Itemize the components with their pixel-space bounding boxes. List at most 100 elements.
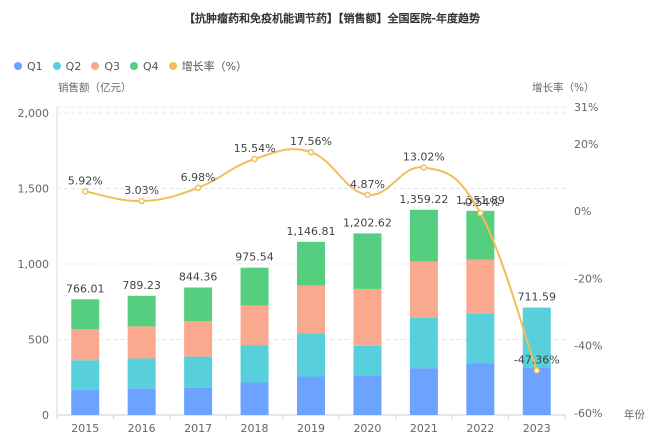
bar-q2-2021 [409,317,438,369]
bar-q3-2020 [353,288,382,346]
y2-tick-label: 20% [574,138,598,151]
x-tick-label: 2023 [523,422,551,435]
growth-rate-label: 13.02% [403,150,445,163]
y-tick-label: 500 [28,334,49,347]
legend-label-q4: Q4 [143,59,159,73]
y-tick-label: 2,000 [18,107,50,120]
legend-label-q1: Q1 [27,59,43,73]
y-tick-label: 1,000 [18,258,50,271]
bar-q3-2021 [409,261,438,318]
bar-total-label: 766.01 [66,282,105,295]
bar-q4-2022 [466,210,495,260]
growth-rate-point [194,184,202,192]
legend: Q1 Q2 Q3 Q4 增长率（%） [14,58,257,74]
x-tick-label: 2015 [71,422,99,435]
bar-q1-2017 [184,387,213,415]
growth-rate-point [138,197,145,205]
growth-rate-label: 6.98% [181,171,216,184]
bar-q2-2019 [297,333,325,377]
bar-q2-2015 [71,360,100,390]
chart-title: 【抗肿瘤药和免疫机能调节药】【销售额】全国医院-年度趋势 [183,12,481,25]
bar-q4-2021 [409,209,438,262]
x-tick-label: 2017 [184,422,212,435]
legend-label-growth: 增长率（%） [181,60,248,73]
bar-q1-2015 [71,389,100,415]
bar-q2-2020 [353,345,382,376]
growth-rate-label: 5.92% [68,174,103,187]
bar-q1-2016 [127,388,156,415]
bar-q2-2016 [127,358,156,389]
x-tick-label: 2020 [353,422,381,435]
legend-label-q3: Q3 [104,59,121,73]
legend-item-q1[interactable]: Q1 [14,60,43,73]
y-axis-name: 销售额（亿元） [58,82,132,94]
growth-rate-point [533,367,541,374]
y2-tick-label: 31% [574,101,598,114]
y2-axis-name: 增长率（%） [532,82,595,94]
bar-q2-2022 [466,313,495,364]
bar-q4-2015 [71,299,100,330]
bar-q1-2020 [353,375,382,415]
growth-rate-point [364,191,371,199]
bar-total-label: 1,202.62 [343,216,392,229]
y-tick-label: 1,500 [18,183,50,196]
bar-q2-2023 [522,307,551,368]
legend-dot-q3 [91,62,100,70]
bar-total-label: 1,146.81 [287,225,336,238]
growth-rate-point [307,148,315,156]
bar-q3-2022 [466,259,495,314]
y2-tick-label: -60% [574,407,602,420]
legend-item-q2[interactable]: Q2 [52,59,82,73]
bar-q1-2021 [409,368,438,415]
growth-rate-point [251,155,258,163]
growth-rate-point [477,209,484,217]
growth-rate-label: -0.54% [461,196,500,209]
bar-q4-2019 [297,241,325,286]
legend-item-q3[interactable]: Q3 [91,60,120,73]
legend-label-q2: Q2 [65,59,82,73]
bar-q1-2019 [297,376,325,415]
bar-total-label: 975.54 [235,251,274,264]
legend-item-q4[interactable]: Q4 [130,60,159,73]
legend-dot-q2 [52,62,61,70]
bar-q3-2019 [297,285,325,334]
x-tick-label: 2021 [410,422,438,435]
bar-q1-2022 [466,363,495,415]
legend-item-growth[interactable]: 增长率（%） [168,58,248,74]
growth-rate-point [420,164,428,171]
growth-rate-label: 4.87% [350,178,385,191]
bar-q4-2017 [184,287,213,322]
legend-dot-growth [168,62,177,70]
bar-q3-2018 [240,305,269,346]
x-tick-label: 2018 [241,422,269,435]
bar-q4-2020 [353,233,382,289]
bar-q1-2023 [522,367,551,415]
bar-q2-2017 [184,356,213,388]
y-tick-label: 0 [42,409,49,422]
x-tick-label: 2019 [297,422,325,435]
x-tick-label: 2022 [466,422,494,435]
y2-tick-label: 0% [574,205,591,218]
legend-dot-q4 [130,62,139,70]
bar-total-label: 789.23 [122,279,161,292]
bar-q3-2015 [71,329,100,361]
bar-total-label: 1,359.22 [399,193,448,206]
growth-rate-label: 17.56% [290,135,332,148]
bar-q4-2018 [240,267,269,306]
x-axis-name: 年份 [624,409,645,421]
bar-q1-2018 [240,382,269,415]
y2-tick-label: -20% [574,272,602,285]
bar-total-label: 711.59 [518,291,557,304]
y2-tick-label: -40% [574,340,602,353]
bar-total-label: 1,351.89 [456,194,505,207]
bar-total-label: 844.36 [179,271,218,284]
growth-rate-label: 15.54% [234,142,276,155]
growth-rate-label: 3.03% [124,184,159,197]
bar-q2-2018 [240,345,269,383]
bar-q3-2017 [184,321,213,357]
growth-rate-label: -47.36% [514,353,560,366]
x-tick-label: 2016 [128,422,156,435]
growth-rate-point [81,188,89,195]
bar-q4-2016 [127,295,156,327]
